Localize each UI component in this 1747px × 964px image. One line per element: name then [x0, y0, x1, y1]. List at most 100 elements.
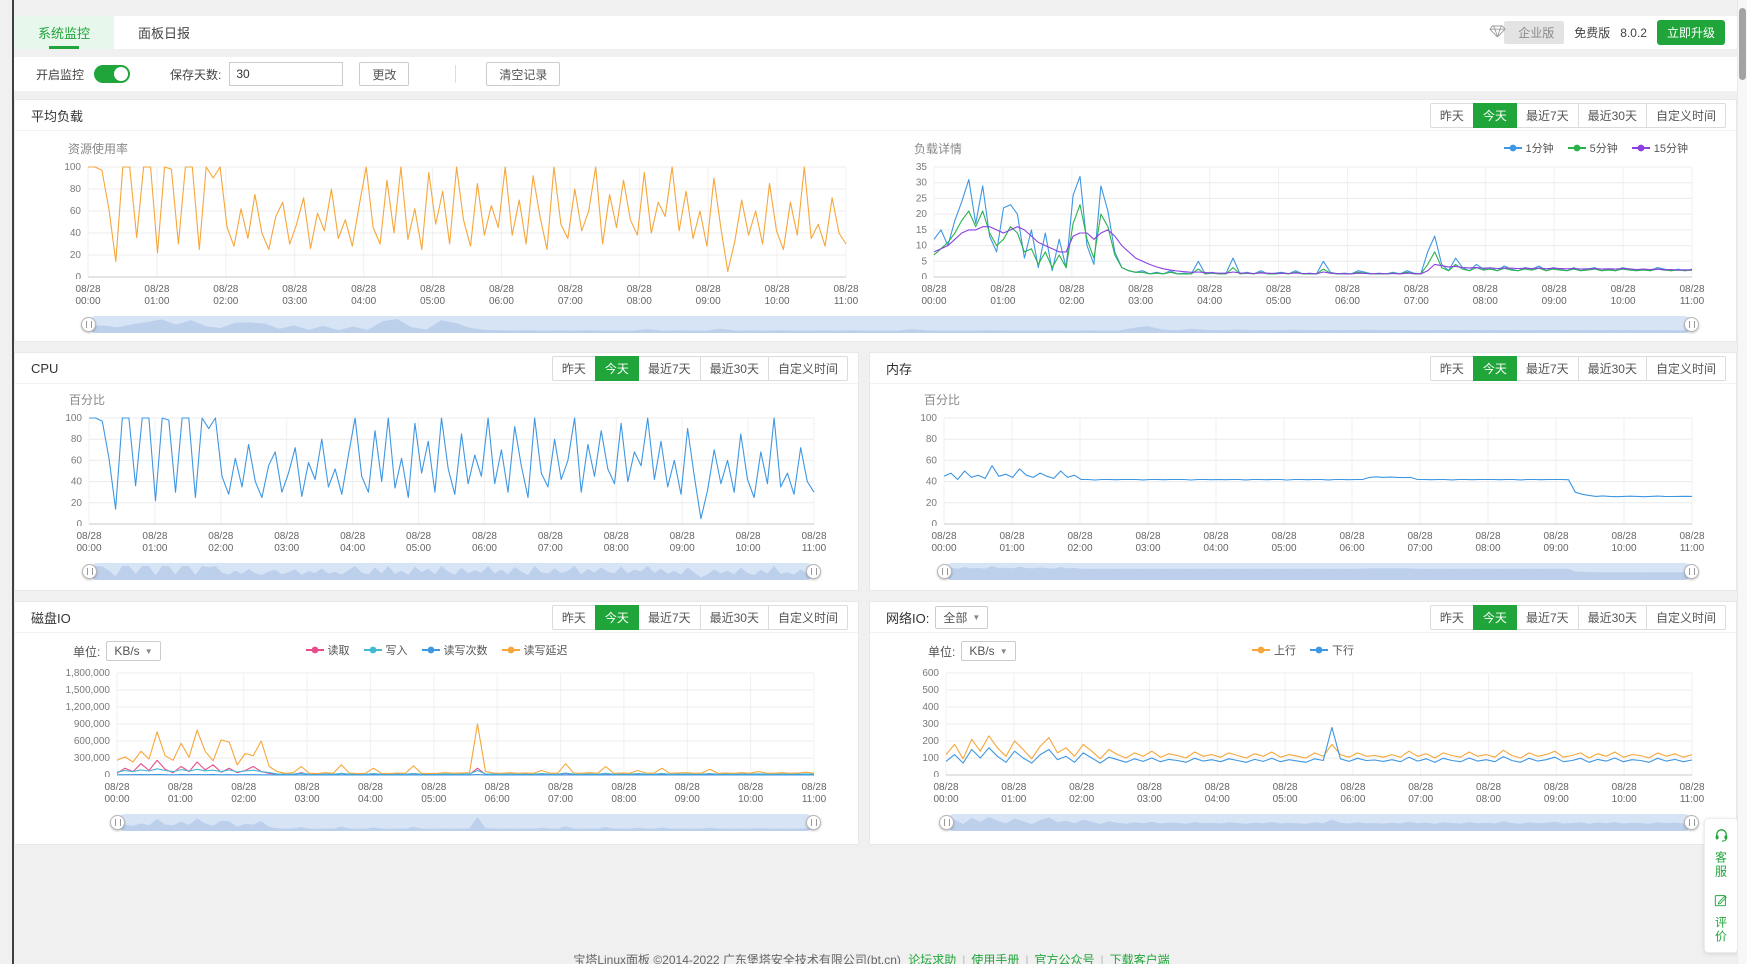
time-range-button[interactable]: 昨天 — [551, 355, 596, 381]
x-axis-tick: 08/28 06:00 — [484, 782, 510, 805]
time-range-button[interactable]: 最近7天 — [1515, 102, 1579, 128]
legend-item[interactable]: 写入 — [363, 642, 408, 658]
time-range-button[interactable]: 今天 — [594, 355, 639, 381]
time-range-button[interactable]: 最近7天 — [1515, 604, 1579, 630]
time-range-button[interactable]: 昨天 — [1429, 355, 1474, 381]
change-button[interactable]: 更改 — [359, 62, 410, 86]
time-range-button[interactable]: 自定义时间 — [1645, 355, 1726, 381]
legend-item[interactable]: 读取 — [305, 642, 350, 658]
cpu-datazoom-slider[interactable] — [82, 563, 821, 580]
datazoom-handle-right[interactable] — [1684, 564, 1699, 579]
time-range-button[interactable]: 最近30天 — [1577, 102, 1647, 128]
unit-select[interactable]: KB/s ▼ — [961, 641, 1016, 661]
time-range-button[interactable]: 今天 — [1472, 102, 1517, 128]
time-range-button[interactable]: 今天 — [1472, 604, 1517, 630]
legend-label: 读取 — [327, 645, 350, 657]
enterprise-badge[interactable]: 企业版 — [1504, 21, 1565, 44]
memory-time-range: 昨天 今天 最近7天 最近30天 自定义时间 — [1429, 355, 1726, 381]
network-interface-select[interactable]: 全部 ▼ — [935, 605, 989, 629]
datazoom-handle-right[interactable] — [1684, 317, 1699, 332]
time-range-button[interactable]: 最近7天 — [637, 355, 701, 381]
time-range-button[interactable]: 自定义时间 — [1645, 102, 1726, 128]
unit-select[interactable]: KB/s ▼ — [106, 641, 161, 661]
time-range-button[interactable]: 自定义时间 — [767, 604, 848, 630]
legend-item[interactable]: 15分钟 — [1631, 140, 1688, 156]
legend-label: 下行 — [1332, 645, 1354, 657]
x-axis-tick: 08/28 00:00 — [931, 531, 957, 554]
datazoom-handle-left[interactable] — [939, 815, 954, 830]
x-axis-tick: 08/28 07:00 — [537, 531, 563, 554]
datazoom-handle-right[interactable] — [1684, 815, 1699, 830]
load-detail-chart: 负载详情 1分钟 5分钟 15分钟 35 30 25 20 15 10 5 0 08/28 00:00 08… — [876, 133, 1722, 310]
divider — [455, 65, 457, 83]
time-range-button[interactable]: 今天 — [594, 604, 639, 630]
upgrade-button[interactable]: 立即升级 — [1656, 20, 1725, 45]
time-range-button[interactable]: 自定义时间 — [767, 355, 848, 381]
svg-text:300: 300 — [922, 719, 939, 730]
x-axis-tick: 08/28 02:00 — [208, 531, 234, 554]
footer-link[interactable]: 论坛求助 — [908, 953, 957, 964]
scrollbar-thumb[interactable] — [1739, 8, 1746, 80]
chart-inner-title: 百分比 — [924, 392, 961, 407]
legend-item[interactable]: 读写延迟 — [501, 642, 568, 658]
datazoom-handle-right[interactable] — [806, 564, 821, 579]
footer-link[interactable]: 使用手册 — [971, 953, 1020, 964]
save-days-label: 保存天数: — [170, 67, 222, 82]
footer-link[interactable]: 官方公众号 — [1034, 953, 1095, 964]
datazoom-handle-left[interactable] — [81, 317, 96, 332]
time-range-button[interactable]: 最近30天 — [1577, 604, 1647, 630]
network-datazoom-slider[interactable] — [939, 814, 1699, 831]
chevron-down-icon: ▼ — [972, 612, 981, 622]
time-range-button[interactable]: 昨天 — [1429, 604, 1474, 630]
disk-datazoom-slider[interactable] — [110, 814, 821, 831]
time-range-button[interactable]: 最近7天 — [1515, 355, 1579, 381]
monitor-toggle[interactable] — [94, 65, 131, 83]
time-range-button[interactable]: 最近30天 — [699, 604, 769, 630]
datazoom-handle-left[interactable] — [110, 815, 125, 830]
x-axis-tick: 08/28 08:00 — [611, 782, 637, 805]
tab-system-monitor[interactable]: 系统监控 — [14, 16, 115, 49]
time-range-button[interactable]: 今天 — [1472, 355, 1517, 381]
x-axis-tick: 08/28 11:00 — [801, 531, 827, 554]
svg-text:20: 20 — [71, 498, 83, 509]
clear-records-button[interactable]: 清空记录 — [486, 62, 561, 86]
time-range-button[interactable]: 最近30天 — [699, 355, 769, 381]
svg-text:1,200,000: 1,200,000 — [66, 702, 111, 713]
page-scrollbar[interactable] — [1737, 0, 1747, 964]
x-axis-tick: 08/28 06:00 — [1340, 782, 1366, 805]
memory-datazoom-slider[interactable] — [937, 563, 1699, 580]
svg-text:0: 0 — [931, 519, 937, 526]
diamond-icon — [1489, 25, 1506, 41]
svg-text:100: 100 — [65, 413, 82, 424]
x-axis-tick: 08/28 07:00 — [1403, 284, 1429, 307]
time-range-button[interactable]: 自定义时间 — [1645, 604, 1726, 630]
svg-text:100: 100 — [922, 753, 939, 764]
x-axis-tick: 08/28 11:00 — [1679, 284, 1705, 307]
x-axis-tick: 08/28 06:00 — [471, 531, 497, 554]
time-range-button[interactable]: 最近7天 — [637, 604, 701, 630]
x-axis-tick: 08/28 10:00 — [738, 782, 764, 805]
time-range-button[interactable]: 昨天 — [551, 604, 596, 630]
x-axis-tick: 08/28 04:00 — [1197, 284, 1223, 307]
datazoom-handle-right[interactable] — [806, 815, 821, 830]
footer-link[interactable]: 下载客户端 — [1109, 953, 1170, 964]
legend-item[interactable]: 上行 — [1252, 642, 1296, 658]
tab-panel-daily[interactable]: 面板日报 — [138, 26, 191, 41]
legend-item[interactable]: 5分钟 — [1567, 140, 1618, 156]
legend-item[interactable]: 读写次数 — [421, 642, 488, 658]
x-axis-tick: 08/28 09:00 — [1543, 531, 1569, 554]
save-days-input[interactable] — [229, 62, 344, 86]
datazoom-handle-left[interactable] — [82, 564, 97, 579]
load-datazoom-slider[interactable] — [81, 316, 1699, 333]
load-time-range: 昨天 今天 最近7天 最近30天 自定义时间 — [1429, 102, 1726, 128]
feedback-button[interactable]: 评价 — [1713, 893, 1730, 944]
customer-service-button[interactable]: 客服 — [1713, 827, 1730, 879]
x-axis-tick: 08/28 04:00 — [357, 782, 383, 805]
datazoom-handle-left[interactable] — [937, 564, 952, 579]
time-range-button[interactable]: 最近30天 — [1577, 355, 1647, 381]
version-cluster: 企业版 免费版 8.0.2 立即升级 — [1489, 20, 1737, 45]
cpu-chart: 百分比 100 80 60 40 20 0 08/28 00:00 08/28 01:00 08/28… — [31, 388, 842, 557]
time-range-button[interactable]: 昨天 — [1429, 102, 1474, 128]
legend-item[interactable]: 1分钟 — [1503, 140, 1554, 156]
legend-item[interactable]: 下行 — [1310, 642, 1354, 658]
